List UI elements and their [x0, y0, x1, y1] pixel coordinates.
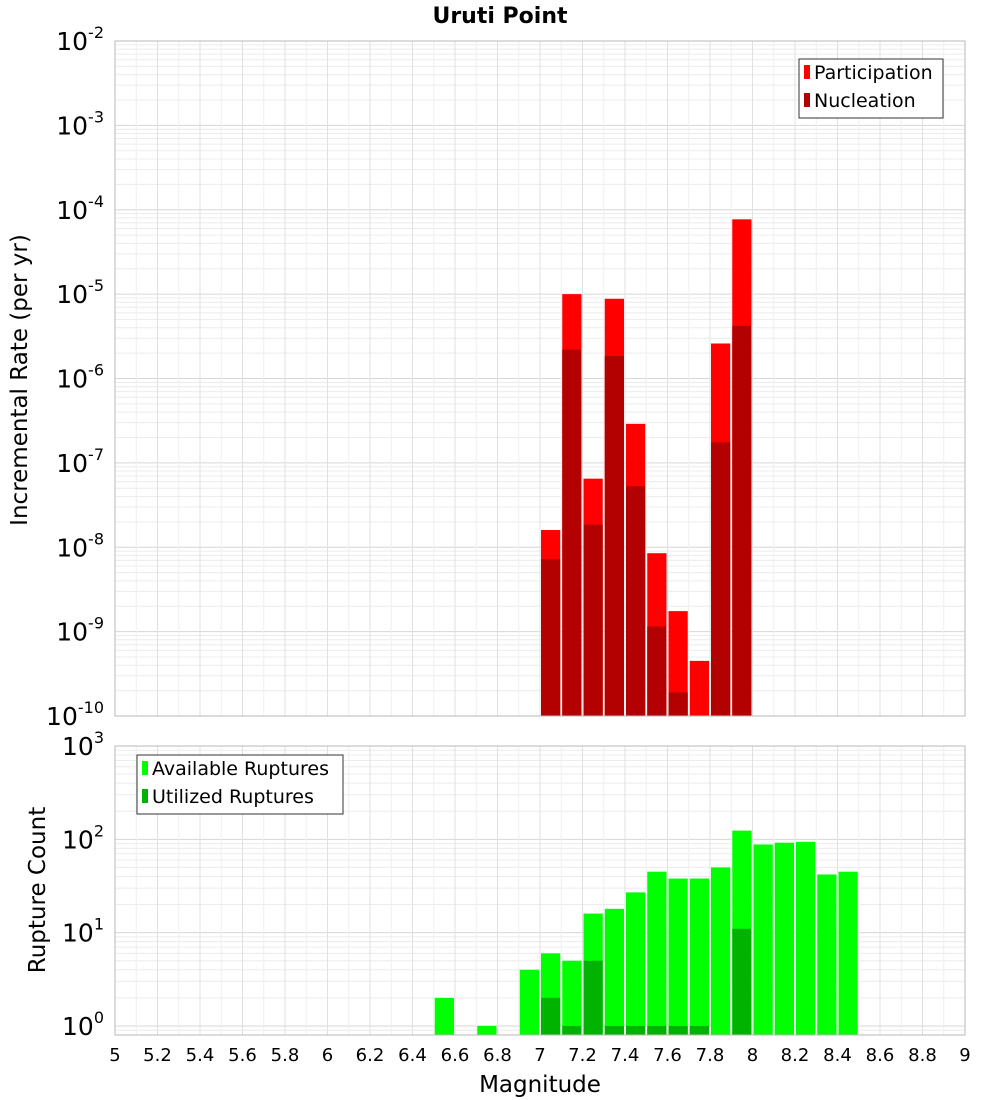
bottom-bar-utilized-ruptures [604, 1025, 624, 1035]
bottom-bar-available-ruptures [562, 960, 582, 1035]
top-series-2 [541, 325, 752, 716]
x-tick-label: 7.2 [568, 1045, 597, 1066]
x-tick-label: 7 [534, 1045, 545, 1066]
top-bar-participation [689, 660, 709, 716]
top-bar-nucleation [647, 626, 667, 716]
bottom-y-axis-label: Rupture Count [25, 807, 51, 973]
bottom-bar-utilized-ruptures [626, 1025, 646, 1035]
top-legend-label: Participation [814, 62, 933, 84]
x-tick-label: 5.2 [143, 1045, 172, 1066]
top-y-tick-label: 10-4 [56, 192, 104, 225]
x-tick-label: 5.6 [228, 1045, 257, 1066]
x-axis-label: Magnitude [479, 1072, 601, 1098]
top-bar-nucleation [711, 442, 731, 716]
bottom-bar-available-ruptures [753, 844, 773, 1035]
bottom-bar-utilized-ruptures [732, 928, 752, 1035]
top-y-tick-label: 10-5 [56, 276, 104, 309]
x-tick-label: 6.2 [356, 1045, 385, 1066]
bottom-bar-utilized-ruptures [583, 960, 603, 1035]
x-tick-label: 8 [747, 1045, 758, 1066]
bottom-y-tick-label: 101 [62, 915, 104, 948]
top-y-tick-label: 10-7 [56, 445, 104, 478]
bottom-legend-label: Utilized Ruptures [152, 786, 314, 808]
top-chart-panel: 10-10 10-9 10-8 10-7 10-6 10-5 10-4 10-3 10-2 Par… [46, 23, 966, 731]
x-tick-label: 8.6 [866, 1045, 895, 1066]
bottom-bar-available-ruptures [689, 878, 709, 1035]
bottom-bar-available-ruptures [519, 969, 539, 1035]
top-bar-nucleation [604, 355, 624, 716]
x-tick-label: 7.8 [696, 1045, 725, 1066]
top-legend-swatch [804, 93, 810, 107]
bottom-bar-available-ruptures [668, 878, 688, 1035]
x-tick-label: 8.4 [823, 1045, 852, 1066]
x-tick-label: 5.4 [186, 1045, 215, 1066]
top-y-tick-label: 10-2 [56, 23, 104, 56]
top-bar-nucleation [541, 559, 561, 716]
bottom-bar-available-ruptures [796, 841, 816, 1035]
bottom-bar-available-ruptures [774, 842, 794, 1035]
bottom-bar-utilized-ruptures [668, 1025, 688, 1035]
bottom-y-tick-label: 102 [62, 821, 104, 854]
x-tick-label: 7.4 [611, 1045, 640, 1066]
x-tick-label: 6 [322, 1045, 333, 1066]
top-bar-nucleation [732, 325, 752, 716]
top-legend-box [798, 58, 944, 119]
bottom-legend-swatch [142, 789, 148, 803]
bottom-bar-available-ruptures [626, 892, 646, 1035]
top-bar-nucleation [562, 349, 582, 716]
bottom-legend-label: Available Ruptures [152, 758, 329, 780]
top-y-tick-label: 10-10 [46, 698, 104, 731]
top-y-tick-label: 10-6 [56, 361, 104, 394]
x-tick-label: 9 [959, 1045, 970, 1066]
top-y-tick-label: 10-3 [56, 107, 104, 140]
bottom-series-2 [541, 928, 752, 1035]
bottom-bar-available-ruptures [838, 871, 858, 1035]
bottom-legend-box [136, 754, 344, 815]
bottom-bar-utilized-ruptures [689, 1025, 709, 1035]
top-legend-label: Nucleation [814, 90, 916, 112]
x-tick-label: 5.8 [271, 1045, 300, 1066]
bottom-legend: Available Ruptures Utilized Ruptures [136, 754, 344, 815]
bottom-bar-available-ruptures [434, 997, 454, 1035]
bottom-bar-available-ruptures [817, 874, 837, 1035]
top-legend: Participation Nucleation [798, 58, 944, 119]
x-tick-label: 8.2 [781, 1045, 810, 1066]
bottom-bar-available-ruptures [711, 867, 731, 1035]
x-tick-label: 6.6 [441, 1045, 470, 1066]
bottom-bar-available-ruptures [647, 871, 667, 1035]
bottom-bar-utilized-ruptures [562, 1025, 582, 1035]
top-bar-nucleation [626, 486, 646, 716]
x-tick-label: 6.8 [483, 1045, 512, 1066]
top-plot-border [114, 40, 966, 717]
bottom-bar-utilized-ruptures [647, 1025, 667, 1035]
top-bar-nucleation [668, 692, 688, 716]
top-grid [114, 40, 966, 717]
bottom-y-tick-label: 103 [62, 728, 104, 761]
bottom-chart-panel: 100 101 102 103 Available Ruptures Utilized R… [62, 728, 971, 1066]
top-y-axis-label: Incremental Rate (per yr) [7, 234, 33, 526]
bottom-legend-swatch [142, 761, 148, 775]
x-tick-label: 6.4 [398, 1045, 427, 1066]
bottom-bar-available-ruptures [477, 1025, 497, 1035]
top-legend-swatch [804, 65, 810, 79]
top-bar-nucleation [583, 524, 603, 716]
top-y-tick-label: 10-8 [56, 529, 104, 562]
x-tick-label: 7.6 [653, 1045, 682, 1066]
bottom-bar-available-ruptures [604, 908, 624, 1035]
chart-title: Uruti Point [432, 4, 568, 29]
x-tick-label: 5 [109, 1045, 120, 1066]
bottom-plot-border [114, 745, 966, 1036]
bottom-y-tick-label: 100 [62, 1008, 104, 1041]
x-tick-label: 8.8 [908, 1045, 937, 1066]
bottom-bar-utilized-ruptures [541, 997, 561, 1035]
top-bar-participation [668, 611, 688, 716]
top-y-tick-label: 10-9 [56, 614, 104, 647]
